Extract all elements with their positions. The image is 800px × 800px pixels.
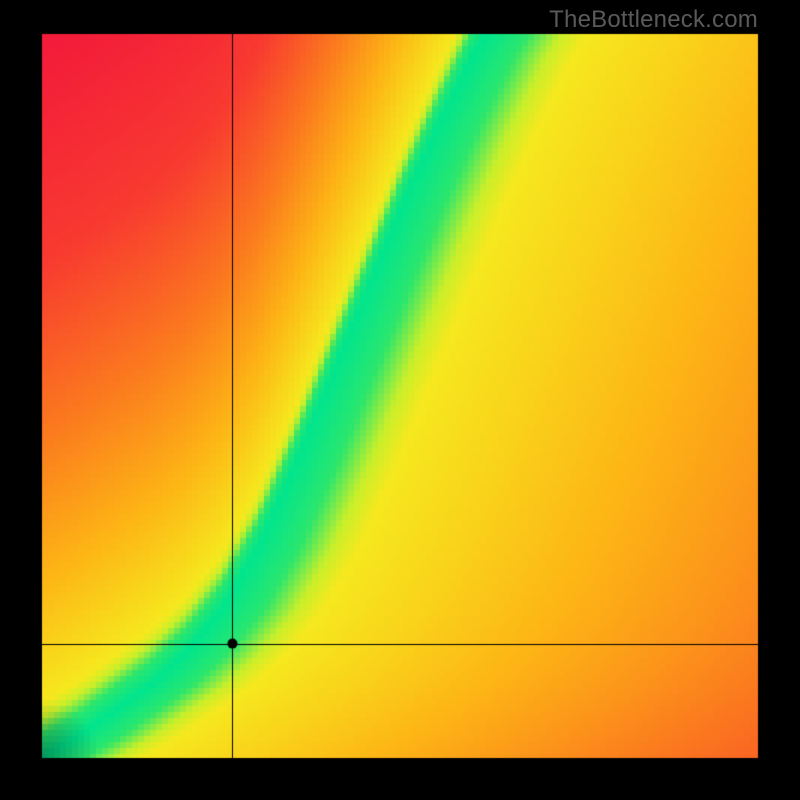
heatmap-canvas (0, 0, 800, 800)
watermark-text: TheBottleneck.com (549, 6, 758, 34)
root: TheBottleneck.com (0, 0, 800, 800)
